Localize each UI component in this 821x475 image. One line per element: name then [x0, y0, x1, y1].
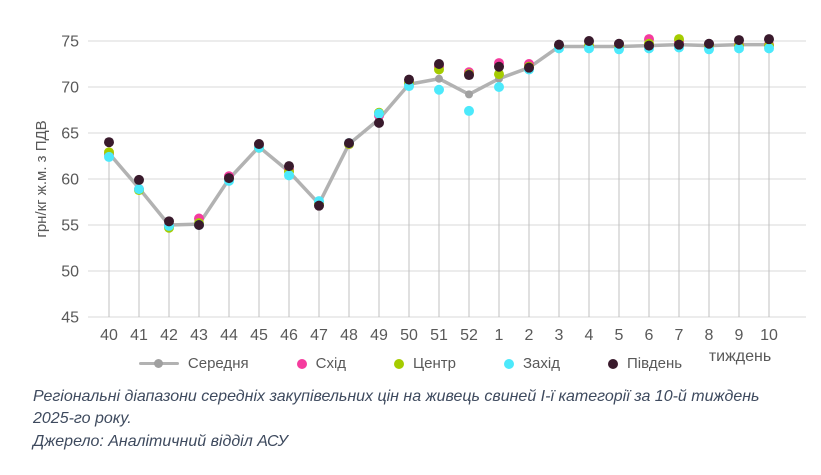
x-tick-label-42: 42: [160, 327, 178, 344]
point-zakhid: [134, 184, 144, 195]
x-tick-label-51: 51: [430, 327, 448, 344]
x-tick-label-47: 47: [310, 327, 328, 344]
point-pivden: [584, 36, 594, 46]
chart-caption: Регіональні діапазони середніх закупівел…: [33, 388, 760, 427]
y-tick-label: 45: [61, 310, 79, 327]
point-pivden: [434, 59, 444, 69]
point-zakhid: [434, 84, 444, 95]
x-tick-label-4: 4: [585, 327, 594, 344]
point-serednya: [465, 90, 473, 99]
point-pivden: [104, 137, 114, 148]
point-zakhid: [734, 43, 744, 54]
point-pivden: [614, 38, 624, 49]
x-tick-label-41: 41: [130, 327, 148, 344]
y-axis-title: грн/кг ж.м. з ПДВ: [33, 120, 50, 237]
x-tick-label-10: 10: [760, 327, 778, 344]
y-tick-label: 70: [61, 80, 79, 97]
point-serednya: [435, 74, 443, 83]
point-pivden: [374, 117, 384, 128]
point-pivden: [254, 139, 264, 150]
point-pivden: [344, 138, 354, 149]
x-tick-label-43: 43: [190, 327, 208, 344]
point-pivden: [554, 39, 564, 50]
x-tick-label-7: 7: [675, 327, 684, 344]
price-chart: 45 50 55 60 65 70 75 грн/кг ж.м. з ПДВ 40 41 42 43 4…: [33, 34, 806, 372]
point-pivden: [284, 161, 294, 172]
x-axis-title: тиждень: [709, 348, 771, 365]
y-tick-label: 60: [61, 172, 79, 189]
x-tick-label-2: 2: [525, 327, 534, 344]
y-tick-label: 65: [61, 126, 79, 143]
point-zakhid: [494, 82, 504, 92]
x-tick-label-5: 5: [615, 327, 624, 344]
point-zakhid: [284, 170, 294, 181]
x-tick-label-44: 44: [220, 327, 238, 344]
point-pivden: [734, 35, 744, 46]
point-pivden: [494, 61, 504, 72]
x-tick-label-6: 6: [645, 327, 654, 344]
point-pivden: [704, 38, 714, 49]
point-zakhid: [584, 43, 594, 54]
x-tick-label-50: 50: [400, 327, 418, 344]
x-tick-label-49: 49: [370, 327, 388, 344]
y-tick-label: 50: [61, 264, 79, 281]
point-pivden: [464, 70, 474, 81]
y-tick-label: 75: [61, 34, 79, 51]
point-pivden: [314, 200, 324, 211]
y-tick-label: 55: [61, 218, 79, 235]
point-zakhid: [104, 151, 114, 162]
point-pivden: [404, 74, 414, 85]
x-tick-label-1: 1: [495, 327, 504, 344]
x-tick-label-48: 48: [340, 327, 358, 344]
point-zakhid: [464, 105, 474, 116]
x-tick-label-3: 3: [555, 327, 564, 344]
chart-source: Джерело: Аналітичний відділ АСУ: [33, 433, 288, 450]
x-tick-label-45: 45: [250, 327, 268, 344]
point-pivden: [194, 220, 204, 230]
point-pivden: [524, 62, 534, 73]
x-tick-label-52: 52: [460, 327, 478, 344]
x-tick-label-9: 9: [735, 327, 744, 344]
point-pivden: [644, 40, 654, 51]
x-tick-label-46: 46: [280, 327, 298, 344]
point-pivden: [674, 39, 684, 50]
point-pivden: [224, 173, 234, 184]
point-tsentr: [494, 69, 504, 80]
point-zakhid: [764, 43, 774, 54]
point-zakhid: [374, 108, 384, 119]
point-pivden: [134, 174, 144, 185]
x-tick-label-8: 8: [705, 327, 714, 344]
point-pivden: [764, 34, 774, 45]
x-tick-label-40: 40: [100, 327, 118, 344]
point-pivden: [164, 216, 174, 227]
